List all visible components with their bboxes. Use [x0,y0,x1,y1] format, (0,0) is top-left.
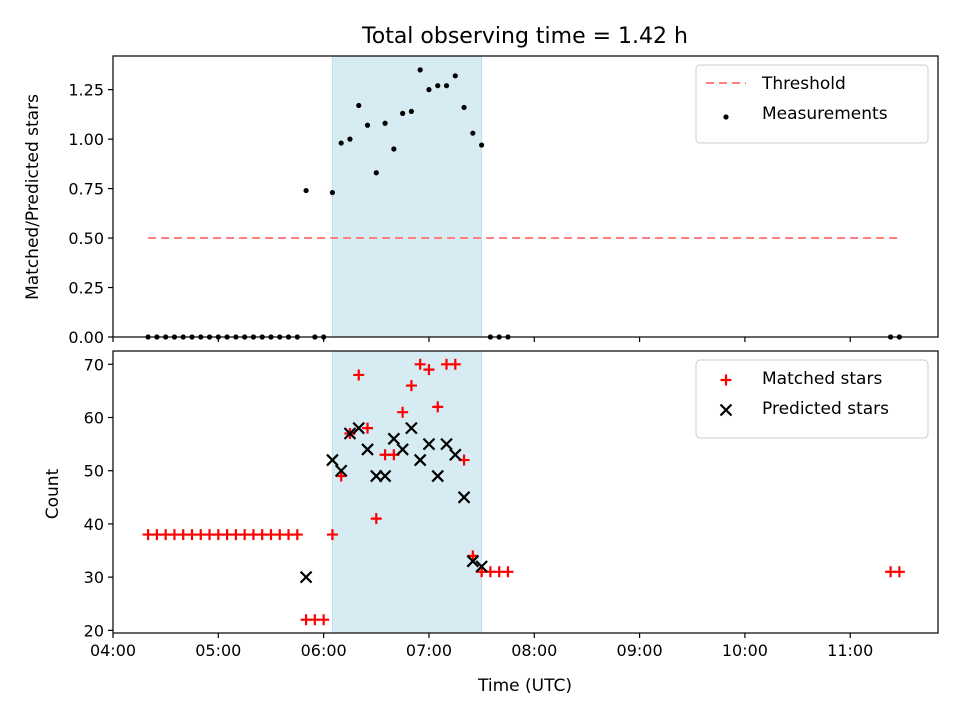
bottom-x-point-10 [405,421,418,435]
top-dot-point-30 [408,108,415,115]
bottom-x-point-2 [334,464,348,477]
x-tick-label: 04:00 [90,641,136,660]
bottom-plus-point-43 [893,566,905,578]
x-axis-label: Time (UTC) [477,676,572,696]
top-dot-point-24 [356,102,362,109]
top-dot-point-18 [303,187,309,194]
top-legend: Threshold Measurements [695,64,929,144]
legend-box [695,359,929,439]
bottom-plus-point-41 [502,566,514,578]
bottom-x-point-0 [299,570,313,584]
top-y-axis-label: Matched/Predicted stars [23,94,43,300]
bottom-plus-point-25 [362,422,374,434]
bottom-x-point-9 [396,443,409,456]
bottom-panel: 20 30 40 50 60 70 04:00 05:00 06:00 07:00 08:00 09:… [84,350,939,660]
x-tick-label: 05:00 [195,641,241,660]
bottom-plus-point-29 [397,406,409,418]
top-dot-point-25 [364,122,371,128]
bottom-y-tick-label: 20 [84,621,104,640]
top-dot-point-33 [435,83,441,89]
top-dot-point-37 [470,130,476,136]
top-dot-point-38 [479,142,485,148]
top-dot-point-29 [400,110,406,116]
bottom-plus-point-22 [335,470,347,482]
bottom-plus-point-31 [414,358,426,370]
top-dot-point-32 [426,87,432,93]
top-y-tick-label: 0.00 [68,328,104,347]
legend-label: Predicted stars [762,399,889,419]
bottom-x-point-15 [449,448,462,462]
bottom-y-tick-label: 50 [84,462,104,481]
top-dot-point-36 [461,104,467,111]
bottom-x-point-8 [387,432,401,446]
bottom-plus-point-37 [467,550,479,562]
bottom-x-point-3 [343,427,357,440]
x-tick-label: 08:00 [511,641,557,660]
bottom-y-axis-label: Count [43,468,63,519]
x-tick-label: 10:00 [722,641,768,660]
bottom-plus-point-32 [423,364,435,376]
top-y-tick-label: 0.25 [68,279,104,298]
legend-plus-swatch [720,374,732,386]
bottom-plus-point-30 [405,380,417,392]
bottom-plus-point-21 [326,529,338,541]
bottom-x-point-14 [440,437,453,451]
top-dot-point-21 [329,189,336,196]
legend-label: Measurements [762,104,888,124]
bottom-x-point-17 [466,554,480,568]
top-dot-point-26 [373,170,379,176]
bottom-x-point-13 [431,469,445,483]
legend-x-swatch [719,403,733,417]
top-dot-point-34 [443,83,450,89]
bottom-x-point-11 [413,453,427,467]
top-observing-span [331,55,483,338]
bottom-y-tick-label: 70 [84,355,104,374]
bottom-x-point-16 [457,491,471,504]
bottom-x-point-4 [352,421,366,435]
x-tick-label: 09:00 [617,641,663,660]
bottom-plus-point-24 [353,369,365,381]
bottom-observing-span [331,350,483,634]
top-dot-point-35 [452,73,458,79]
top-dot-point-31 [417,67,423,73]
top-y-tick-label: 0.50 [68,229,104,248]
top-dot-point-23 [347,136,353,142]
legend-label: Threshold [761,74,846,94]
legend-label: Matched stars [762,369,882,389]
top-y-tick-label: 0.75 [68,180,104,199]
bottom-x-point-18 [475,560,488,573]
bottom-x-point-5 [361,443,374,456]
bottom-y-tick-label: 60 [84,409,104,428]
top-dot-point-22 [338,140,344,146]
bottom-y-tick-label: 30 [84,568,104,587]
bottom-y-tick-label: 40 [84,515,104,534]
bottom-legend: Matched stars Predicted stars [695,359,929,439]
top-panel: 0.00 0.25 0.50 0.75 1.00 1.25 Threshold Measure… [68,55,939,347]
x-tick-label: 11:00 [827,641,873,660]
bottom-x-point-1 [326,453,339,467]
legend-box [695,64,929,144]
top-dot-point-28 [391,146,397,152]
bottom-x-point-12 [422,437,436,451]
bottom-axes-frame [112,350,939,634]
bottom-plus-point-26 [370,513,382,525]
bottom-x-point-7 [378,469,392,483]
chart-title: Total observing time = 1.42 h [361,24,688,49]
bottom-plus-point-20 [318,614,330,626]
top-axes-frame [112,55,939,338]
top-y-tick-label: 1.25 [68,81,104,100]
x-tick-label: 07:00 [406,641,452,660]
bottom-plus-point-35 [449,358,461,370]
top-dot-point-27 [382,120,388,126]
x-tick-label: 06:00 [301,641,347,660]
bottom-plus-point-17 [291,529,303,541]
top-y-tick-label: 1.00 [68,130,104,149]
bottom-plus-point-33 [432,401,444,413]
legend-dot-swatch [723,114,729,120]
